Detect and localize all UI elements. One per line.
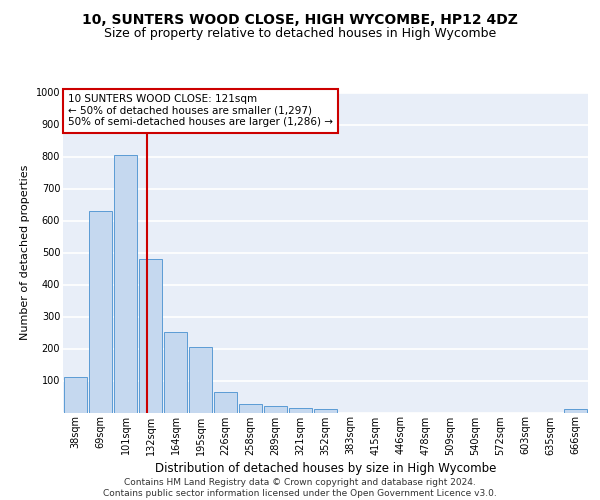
Text: Contains HM Land Registry data © Crown copyright and database right 2024.
Contai: Contains HM Land Registry data © Crown c… [103,478,497,498]
Bar [214,392,237,412]
Bar [289,408,312,412]
Bar [139,259,162,412]
Bar [164,332,187,412]
Bar [264,406,287,412]
Text: 10 SUNTERS WOOD CLOSE: 121sqm
← 50% of detached houses are smaller (1,297)
50% o: 10 SUNTERS WOOD CLOSE: 121sqm ← 50% of d… [68,94,333,128]
Y-axis label: Number of detached properties: Number of detached properties [20,165,30,340]
Bar [189,347,212,412]
Text: Size of property relative to detached houses in High Wycombe: Size of property relative to detached ho… [104,28,496,40]
X-axis label: Distribution of detached houses by size in High Wycombe: Distribution of detached houses by size … [155,462,496,474]
Text: 10, SUNTERS WOOD CLOSE, HIGH WYCOMBE, HP12 4DZ: 10, SUNTERS WOOD CLOSE, HIGH WYCOMBE, HP… [82,12,518,26]
Bar [114,155,137,412]
Bar [89,211,112,412]
Bar [64,378,87,412]
Bar [239,404,262,412]
Bar [314,410,337,412]
Bar [564,410,587,412]
